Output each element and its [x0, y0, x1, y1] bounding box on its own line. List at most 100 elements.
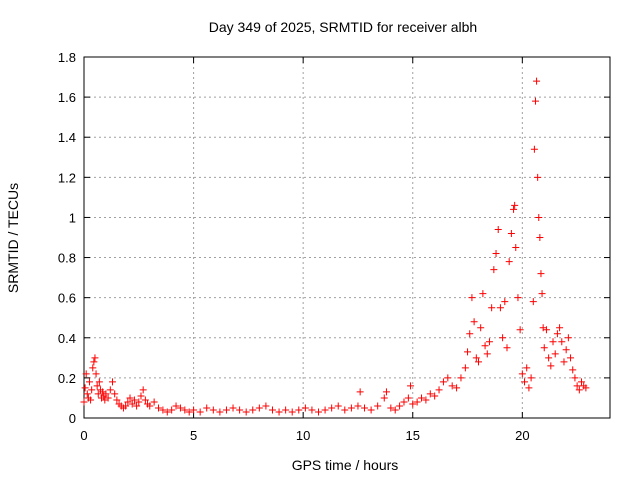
data-point — [483, 350, 491, 358]
data-point — [512, 244, 520, 252]
data-point — [354, 402, 362, 410]
x-tick-label: 10 — [296, 428, 310, 443]
data-point — [209, 406, 217, 414]
data-point — [282, 406, 290, 414]
data-point — [367, 406, 375, 414]
data-point — [537, 270, 545, 278]
data-point — [409, 400, 417, 408]
data-point — [435, 386, 443, 394]
data-point — [516, 326, 524, 334]
data-point — [431, 392, 439, 400]
data-point — [558, 338, 566, 346]
data-point — [507, 229, 515, 237]
data-point — [556, 324, 564, 332]
data-point — [87, 396, 95, 404]
data-point — [514, 294, 522, 302]
data-point — [527, 374, 535, 382]
data-point — [488, 304, 496, 312]
data-point — [573, 382, 581, 390]
data-point — [503, 344, 511, 352]
data-point — [334, 402, 342, 410]
data-point — [562, 346, 570, 354]
data-point — [91, 354, 99, 362]
data-point — [111, 390, 119, 398]
data-point — [196, 408, 204, 416]
data-point — [124, 398, 132, 406]
data-point — [361, 404, 369, 412]
data-point — [102, 390, 110, 398]
y-tick-label: 0.4 — [58, 331, 76, 346]
data-point — [301, 404, 309, 412]
data-point — [128, 400, 136, 408]
data-point — [569, 366, 577, 374]
data-point — [93, 382, 101, 390]
data-point — [130, 396, 138, 404]
data-point — [176, 404, 184, 412]
data-point — [407, 382, 415, 390]
data-point — [472, 354, 480, 362]
data-point — [133, 402, 141, 410]
data-point — [216, 408, 224, 416]
x-tick-label: 0 — [80, 428, 87, 443]
data-point — [141, 396, 149, 404]
data-point — [413, 398, 421, 406]
data-point — [530, 145, 538, 153]
data-point — [113, 396, 121, 404]
data-point — [380, 394, 388, 402]
data-point — [396, 402, 404, 410]
data-point — [499, 334, 507, 342]
data-point — [521, 378, 529, 386]
data-point — [308, 406, 316, 414]
ticks: 0 0.2 0.4 0.6 0.8 1 1.2 1.4 1.6 1.8 0 5 10 15 20 — [58, 50, 610, 443]
y-tick-label: 1.8 — [58, 50, 76, 65]
data-point — [510, 205, 518, 213]
y-axis-label: SRMTID / TECUs — [5, 183, 21, 293]
y-tick-label: 0.6 — [58, 291, 76, 306]
data-point — [553, 330, 561, 338]
data-point — [457, 374, 465, 382]
x-tick-label: 15 — [406, 428, 420, 443]
y-tick-label: 0.2 — [58, 371, 76, 386]
data-point — [501, 298, 509, 306]
y-tick-label: 1 — [69, 210, 76, 225]
data-point — [222, 406, 230, 414]
data-point — [505, 258, 513, 266]
data-point — [461, 364, 469, 372]
data-point — [536, 234, 544, 241]
data-point — [490, 266, 498, 274]
data-point — [567, 354, 575, 362]
data-point — [347, 404, 355, 412]
data-point — [481, 342, 489, 350]
data-point — [139, 386, 147, 394]
data-point — [104, 394, 112, 402]
data-point — [475, 358, 482, 366]
data-point — [551, 350, 559, 358]
data-point — [163, 408, 171, 416]
data-point — [181, 406, 189, 414]
data-point — [85, 378, 93, 386]
data-point — [268, 406, 276, 414]
data-point — [547, 362, 555, 370]
data-point — [479, 290, 487, 298]
data-point — [387, 404, 395, 412]
data-point — [135, 398, 143, 406]
y-tick-label: 0.8 — [58, 251, 76, 266]
data-point — [466, 330, 474, 338]
data-point — [374, 402, 382, 410]
x-tick-label: 20 — [515, 428, 529, 443]
data-point — [249, 406, 257, 414]
data-point — [95, 378, 103, 386]
data-point — [529, 298, 537, 306]
data-point — [540, 344, 548, 352]
data-point — [468, 294, 476, 302]
data-point — [533, 77, 541, 85]
grid — [84, 57, 610, 418]
data-point — [321, 406, 329, 414]
data-point — [511, 201, 519, 209]
data-point — [531, 97, 539, 105]
data-point — [492, 250, 500, 258]
data-point — [92, 370, 100, 378]
data-point — [108, 378, 116, 386]
data-point — [453, 384, 461, 392]
